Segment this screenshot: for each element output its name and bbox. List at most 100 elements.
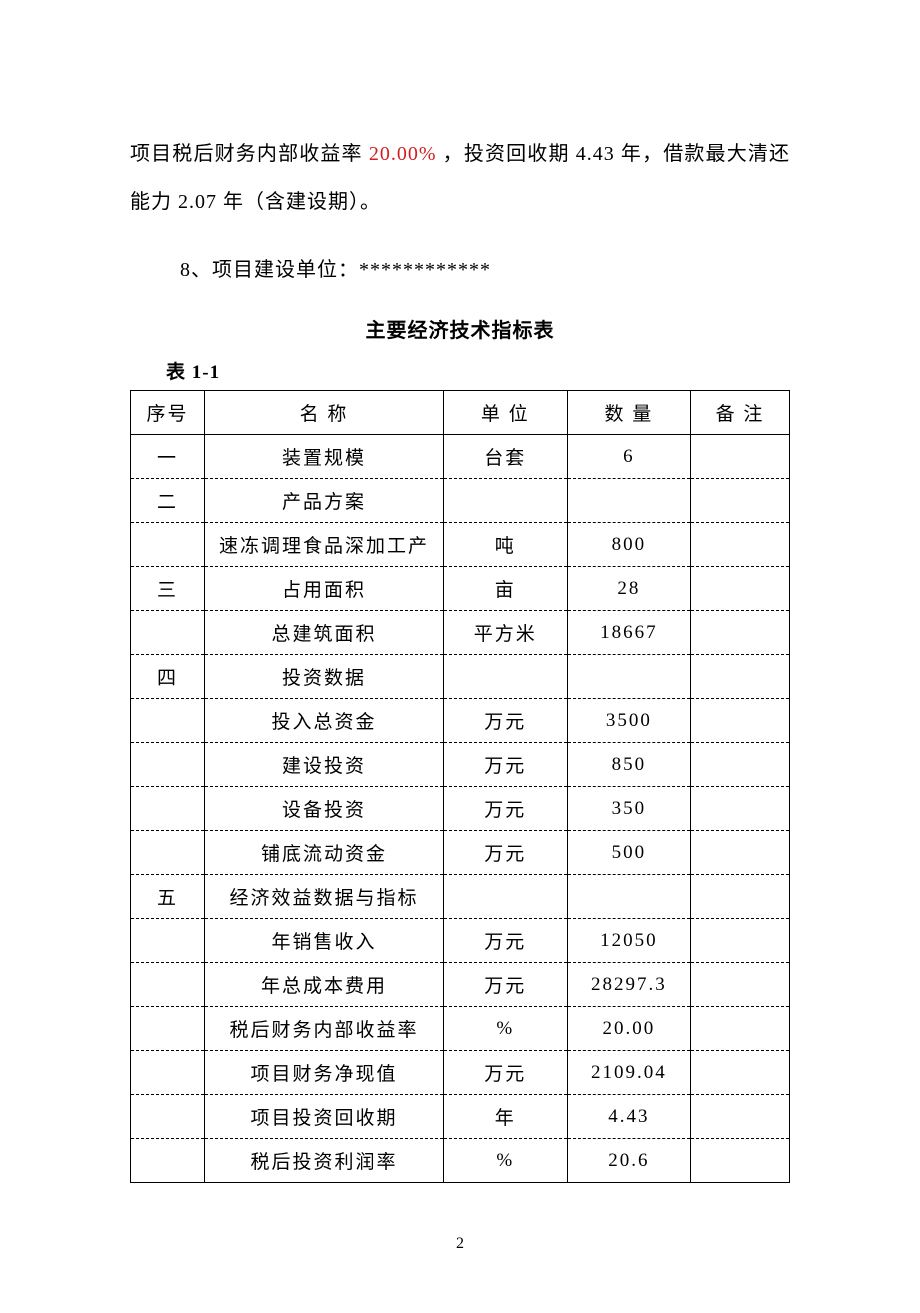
table-row: 一 装置规模 台套 6 [131, 435, 790, 479]
cell-note [691, 1139, 790, 1183]
cell-note [691, 567, 790, 611]
table-header-row: 序号 名 称 单 位 数 量 备 注 [131, 391, 790, 435]
cell-qty: 3500 [567, 699, 691, 743]
cell-name: 占用面积 [205, 567, 444, 611]
table-body: 一 装置规模 台套 6 二 产品方案 速冻调理食品深加工产 吨 800 [131, 435, 790, 1183]
cell-seq [131, 1007, 205, 1051]
cell-unit: 万元 [444, 787, 568, 831]
table-row: 年销售收入 万元 12050 [131, 919, 790, 963]
cell-unit: 万元 [444, 919, 568, 963]
cell-note [691, 611, 790, 655]
cell-seq [131, 743, 205, 787]
cell-name: 装置规模 [205, 435, 444, 479]
cell-note [691, 743, 790, 787]
cell-qty: 18667 [567, 611, 691, 655]
cell-unit: 台套 [444, 435, 568, 479]
table-row: 铺底流动资金 万元 500 [131, 831, 790, 875]
cell-unit: 万元 [444, 963, 568, 1007]
cell-name: 经济效益数据与指标 [205, 875, 444, 919]
table-row: 项目投资回收期 年 4.43 [131, 1095, 790, 1139]
cell-note [691, 875, 790, 919]
table-row: 项目财务净现值 万元 2109.04 [131, 1051, 790, 1095]
cell-note [691, 787, 790, 831]
cell-qty: 6 [567, 435, 691, 479]
para1-highlight: 20.00% [369, 143, 437, 165]
cell-unit: 万元 [444, 699, 568, 743]
cell-unit: 亩 [444, 567, 568, 611]
cell-qty: 28 [567, 567, 691, 611]
cell-name: 建设投资 [205, 743, 444, 787]
table-title: 主要经济技术指标表 [130, 314, 790, 343]
cell-seq: 二 [131, 479, 205, 523]
cell-unit: 万元 [444, 743, 568, 787]
table-row: 税后财务内部收益率 % 20.00 [131, 1007, 790, 1051]
cell-name: 投资数据 [205, 655, 444, 699]
cell-note [691, 655, 790, 699]
table-row: 年总成本费用 万元 28297.3 [131, 963, 790, 1007]
table-row: 总建筑面积 平方米 18667 [131, 611, 790, 655]
cell-name: 项目财务净现值 [205, 1051, 444, 1095]
cell-seq: 五 [131, 875, 205, 919]
cell-note [691, 435, 790, 479]
cell-seq [131, 963, 205, 1007]
cell-seq [131, 831, 205, 875]
cell-note [691, 963, 790, 1007]
page-number: 2 [130, 1235, 790, 1253]
cell-note [691, 1095, 790, 1139]
cell-qty [567, 479, 691, 523]
cell-name: 产品方案 [205, 479, 444, 523]
cell-seq [131, 787, 205, 831]
cell-qty: 800 [567, 523, 691, 567]
cell-note [691, 1007, 790, 1051]
col-header-unit: 单 位 [444, 391, 568, 435]
table-label: 表 1-1 [166, 357, 790, 384]
table-row: 三 占用面积 亩 28 [131, 567, 790, 611]
col-header-note: 备 注 [691, 391, 790, 435]
cell-seq: 一 [131, 435, 205, 479]
cell-unit: 年 [444, 1095, 568, 1139]
cell-unit [444, 875, 568, 919]
cell-unit: 平方米 [444, 611, 568, 655]
cell-unit: 万元 [444, 831, 568, 875]
indicators-table: 序号 名 称 单 位 数 量 备 注 一 装置规模 台套 6 二 产品方案 [130, 390, 790, 1183]
cell-name: 铺底流动资金 [205, 831, 444, 875]
cell-name: 总建筑面积 [205, 611, 444, 655]
table-row: 速冻调理食品深加工产 吨 800 [131, 523, 790, 567]
table-row: 设备投资 万元 350 [131, 787, 790, 831]
cell-seq: 四 [131, 655, 205, 699]
cell-name: 税后财务内部收益率 [205, 1007, 444, 1051]
cell-seq [131, 1139, 205, 1183]
cell-qty [567, 655, 691, 699]
cell-unit [444, 655, 568, 699]
cell-unit: 吨 [444, 523, 568, 567]
cell-name: 年总成本费用 [205, 963, 444, 1007]
cell-seq [131, 523, 205, 567]
cell-name: 投入总资金 [205, 699, 444, 743]
cell-seq [131, 1051, 205, 1095]
cell-name: 速冻调理食品深加工产 [205, 523, 444, 567]
table-row: 四 投资数据 [131, 655, 790, 699]
cell-qty: 28297.3 [567, 963, 691, 1007]
cell-qty: 12050 [567, 919, 691, 963]
cell-note [691, 523, 790, 567]
cell-seq [131, 611, 205, 655]
para1-pre: 项目税后财务内部收益率 [130, 143, 369, 165]
cell-qty: 500 [567, 831, 691, 875]
col-header-name: 名 称 [205, 391, 444, 435]
table-row: 建设投资 万元 850 [131, 743, 790, 787]
table-row: 五 经济效益数据与指标 [131, 875, 790, 919]
cell-name: 年销售收入 [205, 919, 444, 963]
document-page: 项目税后财务内部收益率 20.00% ，投资回收期 4.43 年，借款最大清还能… [0, 0, 920, 1313]
cell-note [691, 479, 790, 523]
cell-note [691, 831, 790, 875]
cell-seq [131, 919, 205, 963]
paragraph-2: 8、项目建设单位：************ [130, 246, 790, 294]
cell-qty: 850 [567, 743, 691, 787]
cell-seq [131, 699, 205, 743]
cell-unit: % [444, 1007, 568, 1051]
cell-qty: 4.43 [567, 1095, 691, 1139]
cell-note [691, 1051, 790, 1095]
cell-unit: % [444, 1139, 568, 1183]
col-header-qty: 数 量 [567, 391, 691, 435]
col-header-seq: 序号 [131, 391, 205, 435]
